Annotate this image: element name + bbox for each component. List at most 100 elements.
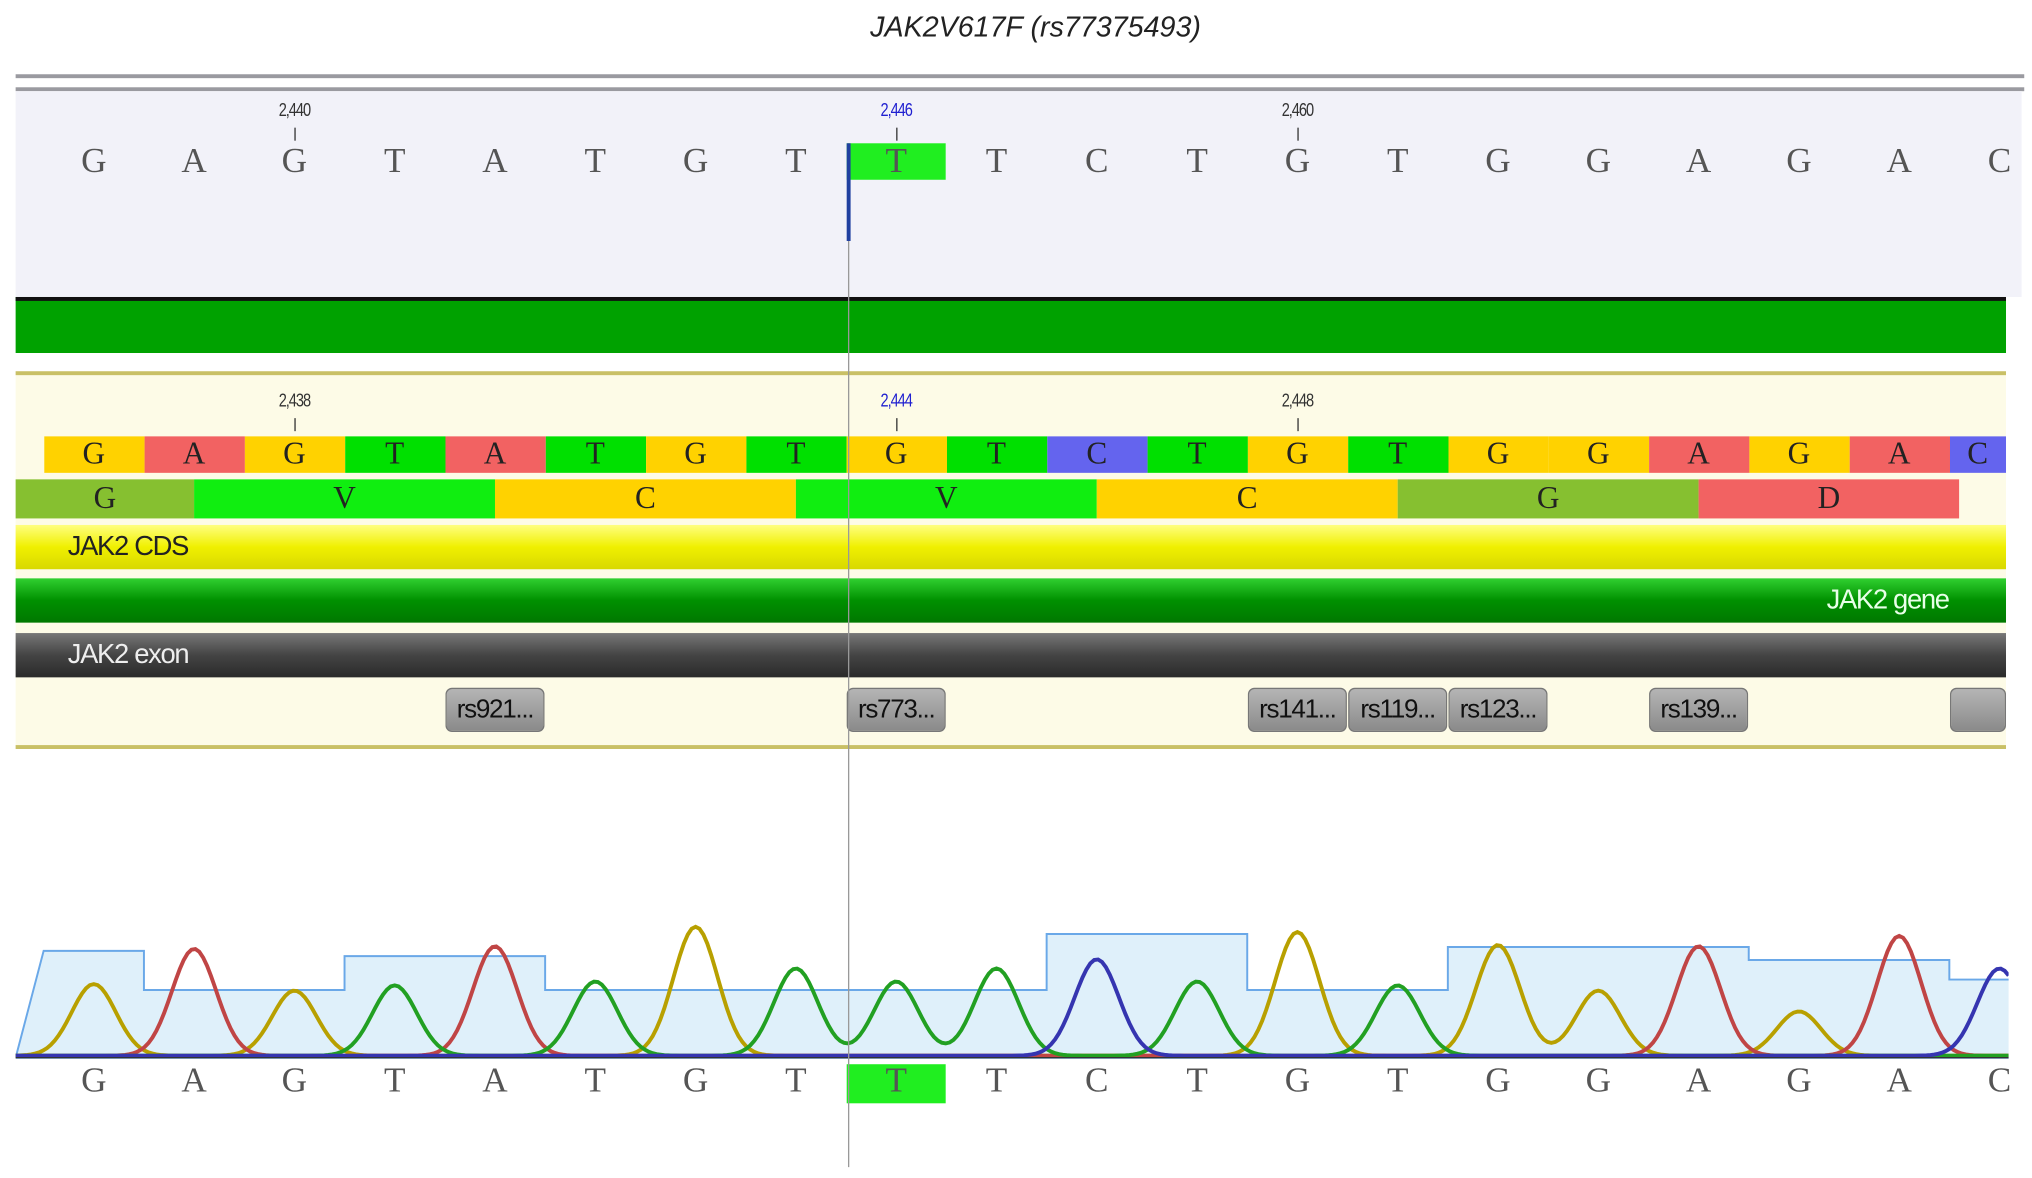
consensus-base[interactable]: C: [1949, 436, 2007, 473]
consensus-base[interactable]: T: [1347, 436, 1448, 473]
reference-base: T: [785, 140, 807, 180]
snp-button[interactable]: rs119...: [1348, 687, 1448, 733]
feature-label: JAK2 gene: [1826, 584, 1950, 615]
amino-acid[interactable]: V: [795, 479, 1097, 519]
feature-jak2-exon[interactable]: JAK2 exon: [15, 633, 2007, 678]
ruler-tick: [1297, 418, 1299, 432]
consensus-base[interactable]: T: [946, 436, 1047, 473]
quality-bars: [15, 932, 2009, 1059]
called-base: T: [885, 1060, 907, 1100]
coverage-bar: [15, 296, 2007, 354]
called-base: A: [181, 1060, 207, 1100]
reference-base: A: [482, 140, 508, 180]
consensus-base[interactable]: G: [645, 436, 746, 473]
called-base: T: [785, 1060, 807, 1100]
called-base: T: [1186, 1060, 1208, 1100]
reference-base: G: [682, 140, 709, 180]
reference-base: T: [1186, 140, 1208, 180]
consensus-base[interactable]: G: [846, 436, 947, 473]
consensus-base[interactable]: G: [1247, 436, 1348, 473]
called-base: T: [985, 1060, 1008, 1100]
reference-sequence-track[interactable]: [15, 91, 2022, 297]
amino-acid[interactable]: V: [194, 479, 495, 519]
amino-acid[interactable]: C: [494, 479, 796, 519]
consensus-base[interactable]: G: [1548, 436, 1649, 473]
reference-base: T: [985, 140, 1008, 180]
consensus-base[interactable]: A: [444, 436, 546, 473]
called-base: G: [1585, 1060, 1611, 1100]
variant-highlight: [846, 1064, 946, 1104]
reference-base: T: [885, 140, 907, 180]
ruler-tick: [294, 127, 296, 141]
reference-base: G: [1585, 140, 1611, 180]
called-base: A: [1886, 1060, 1912, 1100]
cursor-line[interactable]: [847, 143, 850, 1168]
figure-title: JAK2V617F (rs77375493): [870, 10, 1201, 43]
called-base: A: [482, 1060, 508, 1100]
snp-button[interactable]: rs123...: [1448, 687, 1548, 733]
reference-base: T: [383, 140, 406, 180]
ruler-label: 2,438: [278, 389, 311, 411]
reference-base: G: [281, 140, 308, 180]
reference-base: G: [81, 140, 107, 180]
feature-label: JAK2 CDS: [67, 531, 190, 562]
ruler-tick: [896, 127, 898, 141]
ruler-label: 2,446: [880, 98, 913, 120]
reference-base: G: [1485, 140, 1511, 180]
consensus-base[interactable]: A: [1648, 436, 1749, 473]
called-base: G: [1284, 1060, 1311, 1100]
ruler-tick: [896, 418, 898, 432]
divider: [15, 74, 2025, 79]
called-base: T: [1386, 1060, 1409, 1100]
consensus-base[interactable]: G: [244, 436, 345, 473]
called-base: C: [1987, 1060, 2012, 1100]
snp-button[interactable]: [1949, 687, 2007, 733]
ruler-label: 2,460: [1281, 98, 1314, 120]
amino-acid[interactable]: D: [1698, 479, 1960, 519]
ruler-tick: [294, 418, 296, 432]
consensus-base[interactable]: T: [545, 436, 646, 473]
feature-jak2-cds[interactable]: JAK2 CDS: [15, 524, 2007, 570]
called-base: G: [281, 1060, 308, 1100]
reference-base: A: [1685, 140, 1712, 180]
called-base: A: [1685, 1060, 1712, 1100]
ruler-label: 2,440: [278, 98, 311, 120]
snp-button[interactable]: rs141...: [1247, 687, 1347, 733]
snp-button[interactable]: rs139...: [1649, 687, 1749, 733]
divider: [15, 87, 2025, 92]
reference-base: A: [181, 140, 207, 180]
called-base: G: [1786, 1060, 1812, 1100]
consensus-base[interactable]: T: [1146, 436, 1248, 473]
reference-base: A: [1886, 140, 1912, 180]
amino-acid[interactable]: G: [15, 479, 195, 519]
consensus-base[interactable]: A: [143, 436, 245, 473]
snp-button[interactable]: rs773...: [846, 687, 946, 733]
consensus-base[interactable]: G: [43, 436, 144, 473]
feature-jak2-gene[interactable]: JAK2 gene: [15, 578, 2007, 623]
ruler-label: 2,448: [1281, 389, 1314, 411]
amino-acid[interactable]: G: [1397, 479, 1699, 519]
snp-button[interactable]: rs921...: [445, 687, 545, 733]
reference-base: C: [1987, 140, 2012, 180]
reference-base: C: [1085, 140, 1109, 180]
consensus-base[interactable]: G: [1748, 436, 1850, 473]
consensus-base[interactable]: C: [1046, 436, 1147, 473]
called-base: G: [682, 1060, 709, 1100]
amino-acid[interactable]: C: [1096, 479, 1398, 519]
reference-base: T: [1386, 140, 1409, 180]
consensus-base[interactable]: T: [344, 436, 445, 473]
variant-highlight: [846, 143, 946, 180]
reference-base: G: [1284, 140, 1311, 180]
consensus-base[interactable]: G: [1447, 436, 1549, 473]
reference-base: G: [1786, 140, 1812, 180]
trace-C: [15, 957, 2009, 1058]
called-base: C: [1085, 1060, 1109, 1100]
cursor-handle[interactable]: [846, 143, 851, 241]
consensus-base[interactable]: T: [745, 436, 847, 473]
called-base: G: [81, 1060, 107, 1100]
called-base: T: [584, 1060, 607, 1100]
ruler-tick: [1297, 127, 1299, 141]
consensus-base[interactable]: A: [1849, 436, 1950, 473]
called-base: G: [1485, 1060, 1511, 1100]
